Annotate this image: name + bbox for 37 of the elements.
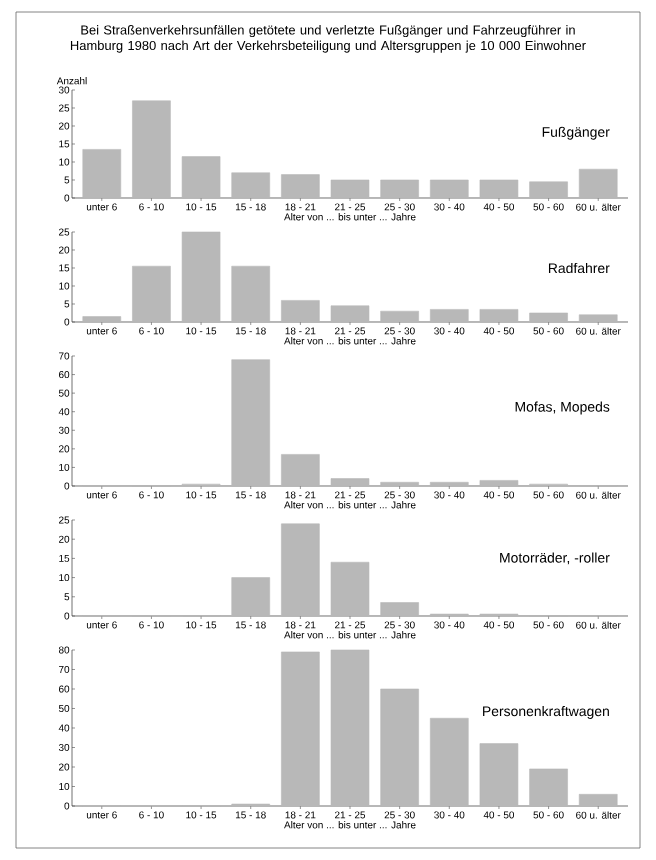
bar xyxy=(281,651,320,807)
bar xyxy=(281,454,320,487)
bar xyxy=(529,312,568,323)
bar xyxy=(330,478,370,487)
bar xyxy=(330,305,370,323)
bar xyxy=(231,359,271,487)
bar xyxy=(231,577,271,617)
bar xyxy=(479,179,519,199)
bar xyxy=(181,156,221,199)
bar xyxy=(231,265,271,323)
bar xyxy=(380,688,419,807)
bar xyxy=(181,231,221,323)
bar xyxy=(578,314,618,323)
bar xyxy=(82,149,122,199)
bar xyxy=(578,168,618,199)
bar xyxy=(330,179,370,199)
bar xyxy=(429,179,469,199)
bar xyxy=(578,794,618,807)
bar xyxy=(380,310,419,323)
bar xyxy=(479,309,519,323)
bar xyxy=(479,480,519,487)
bar xyxy=(380,602,419,617)
bar xyxy=(82,316,122,323)
bar xyxy=(231,172,271,199)
bar xyxy=(330,561,370,617)
bar xyxy=(380,179,419,199)
bar xyxy=(529,181,568,199)
bar xyxy=(132,100,171,199)
bar xyxy=(281,174,320,199)
bar xyxy=(529,768,568,807)
bar xyxy=(330,649,370,807)
bar xyxy=(429,309,469,323)
bar xyxy=(429,717,469,807)
bar xyxy=(479,743,519,807)
bar xyxy=(132,265,171,323)
bar xyxy=(281,300,320,323)
bar xyxy=(281,523,320,617)
